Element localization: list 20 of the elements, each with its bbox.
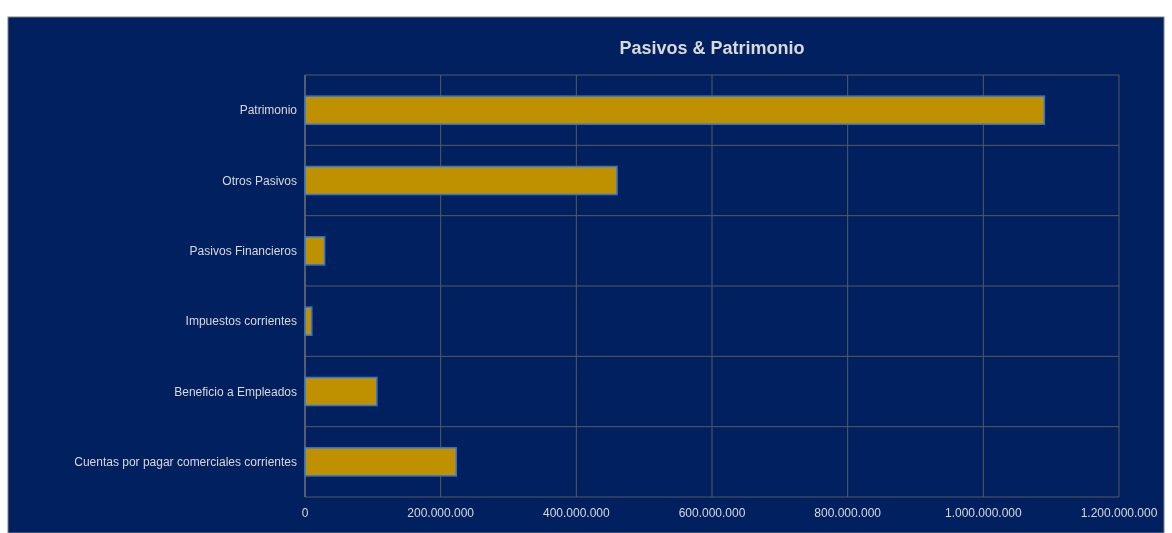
x-tick-label: 1.200.000.000 bbox=[1080, 506, 1158, 520]
x-tick-label: 0 bbox=[301, 506, 309, 520]
y-tick-label: Pasivos Financieros bbox=[189, 244, 297, 259]
chart-title: Pasivos & Patrimonio bbox=[619, 38, 805, 58]
y-tick-label: Otros Pasivos bbox=[222, 173, 297, 188]
x-tick-label: 400.000.000 bbox=[542, 506, 611, 520]
y-tick-label: Impuestos corrientes bbox=[185, 314, 297, 329]
y-tick-label: Patrimonio bbox=[239, 103, 298, 118]
y-tick-label: Beneficio a Empleados bbox=[174, 384, 297, 399]
bar bbox=[304, 95, 1046, 125]
y-tick-label: Cuentas por pagar comerciales corrientes bbox=[74, 455, 297, 470]
x-tick-label: 200.000.000 bbox=[407, 506, 475, 520]
x-tick-label: 1.000.000.000 bbox=[944, 506, 1023, 520]
x-tick-label: 800.000.000 bbox=[814, 506, 882, 520]
bar bbox=[304, 447, 458, 477]
bar bbox=[304, 236, 326, 266]
x-tick-label: 600.000.000 bbox=[678, 506, 746, 520]
bar bbox=[304, 306, 313, 336]
bar bbox=[304, 165, 618, 196]
bar bbox=[304, 376, 378, 407]
